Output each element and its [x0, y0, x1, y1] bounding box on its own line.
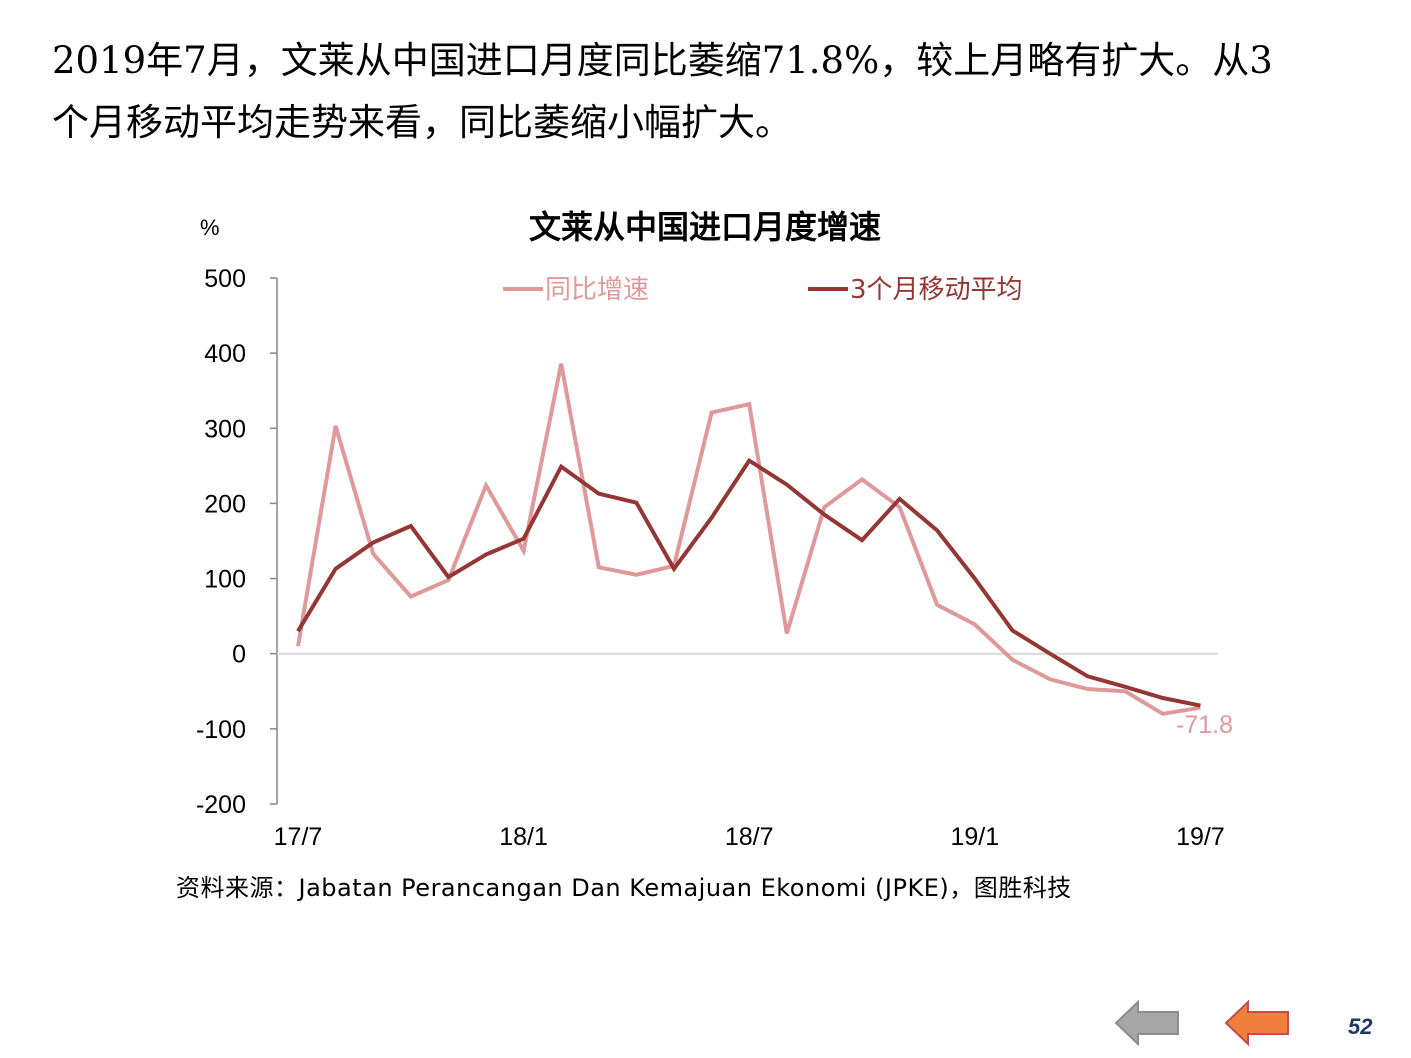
legend-label-1: 同比增速 — [545, 275, 649, 305]
y-tick-label: 100 — [204, 566, 246, 594]
intro-text: 2019年7月，文莱从中国进口月度同比萎缩71.8%，较上月略有扩大。从3 个月… — [52, 30, 1382, 154]
y-tick-label: 0 — [232, 641, 246, 669]
y-tick-label: -200 — [196, 791, 246, 819]
y-tick-label: 400 — [204, 340, 246, 368]
series-line-1 — [296, 363, 1201, 716]
y-tick-label: -100 — [196, 716, 246, 744]
y-tick-label: 200 — [204, 490, 246, 518]
left-arrow-icon — [1224, 1000, 1289, 1046]
chart-title: 文莱从中国进口月度增速 — [529, 208, 881, 246]
line-chart: 文莱从中国进口月度增速% 500 400 300 200 100 0 -100 -200 17/7… — [196, 208, 1233, 851]
legend-label-2: 3个月移动平均 — [850, 275, 1023, 305]
last-value-label: -71.8 — [1176, 711, 1233, 739]
series-line-2 — [296, 457, 1201, 708]
x-tick-label: 19/7 — [1176, 823, 1225, 851]
source-note: 资料来源：Jabatan Perancangan Dan Kemajuan Ek… — [176, 874, 1072, 902]
x-tick-label: 18/1 — [499, 823, 548, 851]
x-tick-label: 18/7 — [725, 823, 774, 851]
next-page-button[interactable] — [1224, 1000, 1290, 1046]
x-tick-label: 19/1 — [950, 823, 999, 851]
intro-line-1: 2019年7月，文莱从中国进口月度同比萎缩71.8%，较上月略有扩大。从3 — [52, 39, 1273, 82]
y-tick-label: 500 — [204, 265, 246, 293]
previous-page-button[interactable] — [1114, 1000, 1180, 1046]
intro-line-2: 个月移动平均走势来看，同比萎缩小幅扩大。 — [52, 101, 792, 144]
left-arrow-icon — [1114, 1000, 1179, 1046]
x-tick-label: 17/7 — [274, 823, 323, 851]
y-tick-label: 300 — [204, 415, 246, 443]
y-axis-unit: % — [200, 215, 220, 240]
page-number: 52 — [1348, 1014, 1373, 1039]
